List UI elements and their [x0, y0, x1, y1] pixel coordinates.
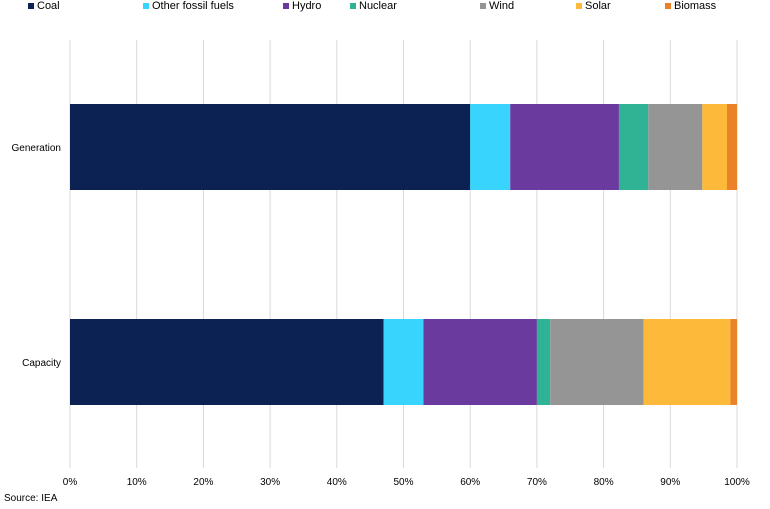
legend-item: Solar [576, 0, 611, 12]
legend-swatch [665, 3, 671, 9]
bar-segment-biomass [726, 104, 737, 190]
bar-segment-coal [70, 319, 384, 405]
y-category-label: Capacity [22, 358, 61, 369]
bar-segment-wind [550, 319, 644, 405]
bar-segment-nuclear [536, 319, 551, 405]
y-category-label: Generation [12, 143, 61, 154]
x-tick-label: 100% [724, 477, 750, 488]
x-tick-label: 90% [660, 477, 680, 488]
bar-segment-nuclear [618, 104, 649, 190]
legend-item: Coal [28, 0, 60, 12]
x-tick-label: 40% [327, 477, 347, 488]
legend-label: Other fossil fuels [152, 0, 234, 12]
legend-item: Wind [480, 0, 514, 12]
legend-swatch [576, 3, 582, 9]
legend-label: Wind [489, 0, 515, 12]
legend-swatch [28, 3, 34, 9]
source-note: Source: IEA [4, 493, 58, 504]
legend-item: Hydro [283, 0, 321, 12]
legend-swatch [480, 3, 486, 9]
bar-segment-other-fossil-fuels [383, 319, 424, 405]
bar-segment-biomass [730, 319, 737, 405]
legend-label: Solar [585, 0, 611, 12]
bar-segment-solar [643, 319, 731, 405]
bar-segment-other-fossil-fuels [470, 104, 511, 190]
legend-label: Hydro [292, 0, 322, 12]
legend-swatch [350, 3, 356, 9]
legend-label: Nuclear [359, 0, 397, 12]
legend-swatch [283, 3, 289, 9]
bar-segment-solar [702, 104, 727, 190]
x-tick-label: 80% [594, 477, 614, 488]
bar-segment-wind [648, 104, 703, 190]
x-tick-label: 70% [527, 477, 547, 488]
x-tick-label: 0% [63, 477, 78, 488]
x-tick-label: 20% [193, 477, 213, 488]
bar-segment-hydro [423, 319, 537, 405]
x-tick-label: 30% [260, 477, 280, 488]
bar-segment-hydro [510, 104, 619, 190]
x-tick-label: 60% [460, 477, 480, 488]
legend-label: Coal [37, 0, 60, 12]
bar-segment-coal [70, 104, 471, 190]
legend-label: Biomass [674, 0, 717, 12]
legend-item: Nuclear [350, 0, 397, 12]
legend-item: Biomass [665, 0, 716, 12]
legend-item: Other fossil fuels [143, 0, 234, 12]
x-tick-label: 10% [127, 477, 147, 488]
legend-swatch [143, 3, 149, 9]
x-tick-label: 50% [393, 477, 413, 488]
